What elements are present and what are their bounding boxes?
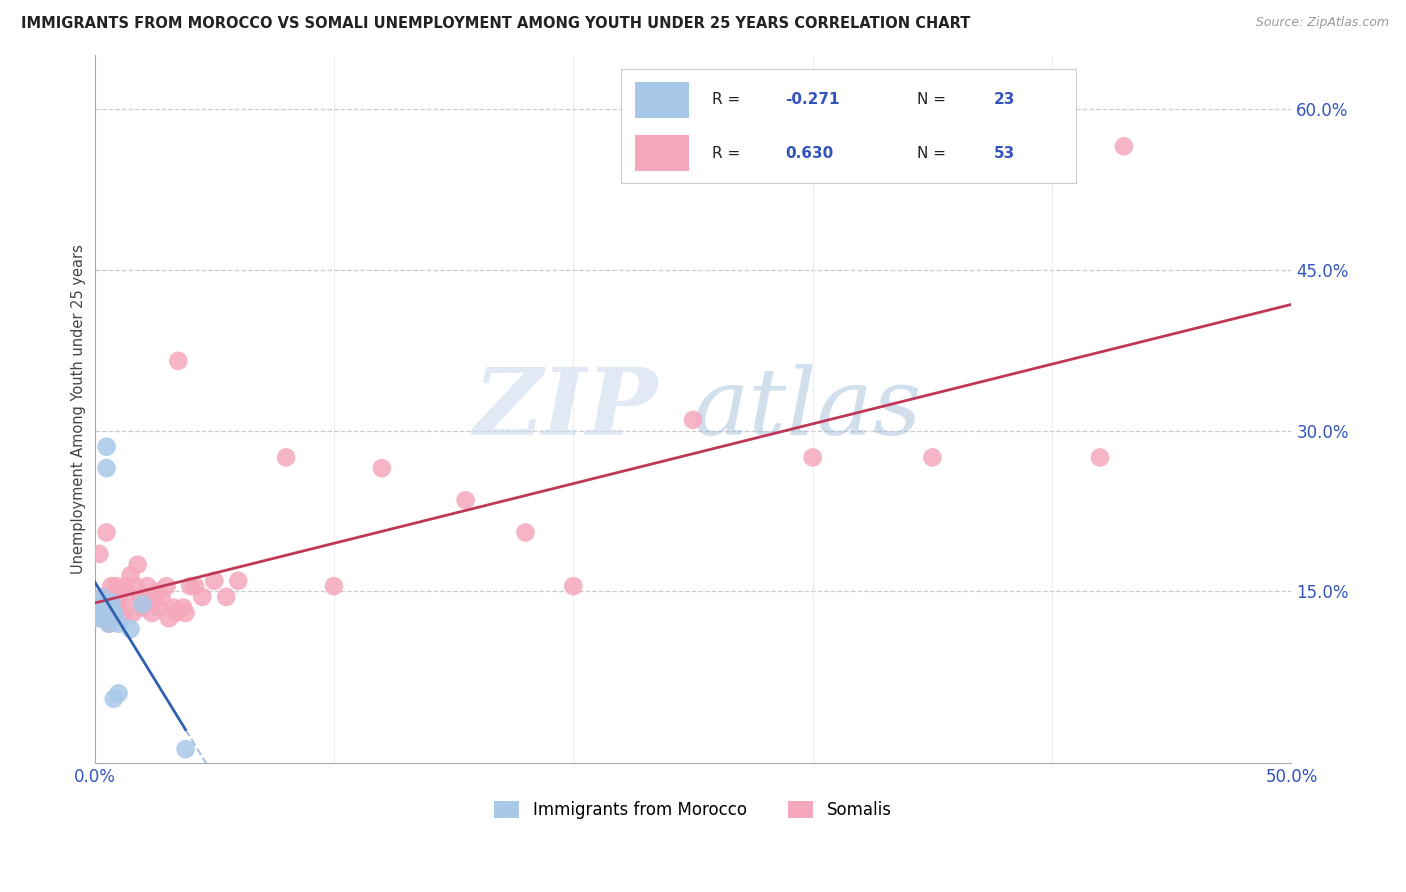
Point (97, 600, 120, 615)
Y-axis label: Unemployment Among Youth under 25 years: Unemployment Among Youth under 25 years (72, 244, 86, 574)
Point (226, 574, 249, 588)
Point (93, 590, 115, 604)
Text: Source: ZipAtlas.com: Source: ZipAtlas.com (1256, 16, 1389, 29)
Point (107, 600, 129, 615)
Point (174, 606, 197, 620)
Point (323, 579, 346, 593)
Point (801, 450, 824, 465)
Point (103, 606, 125, 620)
Point (141, 606, 163, 620)
Point (86, 606, 108, 620)
Point (143, 590, 166, 604)
Point (96, 590, 118, 604)
Point (682, 413, 704, 427)
Point (165, 606, 187, 620)
Point (157, 611, 180, 625)
Point (129, 590, 152, 604)
Legend: Immigrants from Morocco, Somalis: Immigrants from Morocco, Somalis (488, 794, 898, 826)
Point (114, 579, 136, 593)
Point (90, 590, 112, 604)
Point (179, 579, 201, 593)
Point (191, 590, 214, 604)
Point (114, 590, 136, 604)
Point (100, 606, 122, 620)
Point (103, 691, 125, 706)
Point (93, 606, 115, 620)
Point (131, 598, 153, 612)
Point (100, 600, 122, 615)
Point (146, 584, 169, 599)
Point (89, 600, 111, 615)
Point (274, 450, 297, 465)
Point (134, 590, 156, 604)
Point (122, 606, 145, 620)
Point (921, 450, 943, 465)
Text: ZIP: ZIP (472, 364, 657, 454)
Point (1112, 139, 1135, 153)
Point (105, 579, 128, 593)
Point (90, 606, 112, 620)
Point (562, 579, 585, 593)
Point (93, 611, 115, 625)
Point (148, 600, 170, 615)
Point (124, 579, 146, 593)
Point (120, 568, 142, 582)
Point (107, 616, 129, 631)
Point (89, 611, 111, 625)
Point (107, 590, 129, 604)
Point (93, 600, 115, 615)
Point (96, 461, 118, 475)
Point (90, 595, 112, 609)
Point (162, 600, 184, 615)
Point (97, 616, 120, 631)
Text: atlas: atlas (693, 364, 922, 454)
Point (97, 616, 120, 631)
Point (138, 595, 160, 609)
Point (103, 606, 125, 620)
Point (174, 742, 197, 756)
Point (96, 440, 118, 454)
Point (112, 606, 135, 620)
Point (90, 611, 112, 625)
Point (103, 606, 125, 620)
Point (150, 590, 173, 604)
Point (100, 595, 122, 609)
Point (100, 579, 122, 593)
Point (120, 622, 142, 636)
Point (454, 493, 477, 508)
Point (167, 354, 190, 368)
Point (1088, 450, 1111, 465)
Point (184, 579, 207, 593)
Point (127, 558, 149, 572)
Point (515, 525, 537, 540)
Point (202, 574, 225, 588)
Point (136, 579, 159, 593)
Point (131, 600, 153, 615)
Point (155, 579, 177, 593)
Point (215, 590, 238, 604)
Point (371, 461, 394, 475)
Point (96, 525, 118, 540)
Point (89, 547, 111, 561)
Point (172, 600, 194, 615)
Text: IMMIGRANTS FROM MOROCCO VS SOMALI UNEMPLOYMENT AMONG YOUTH UNDER 25 YEARS CORREL: IMMIGRANTS FROM MOROCCO VS SOMALI UNEMPL… (21, 16, 970, 31)
Point (107, 686, 129, 700)
